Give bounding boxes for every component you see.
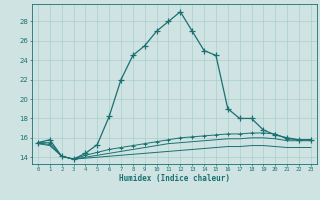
X-axis label: Humidex (Indice chaleur): Humidex (Indice chaleur) [119,174,230,183]
